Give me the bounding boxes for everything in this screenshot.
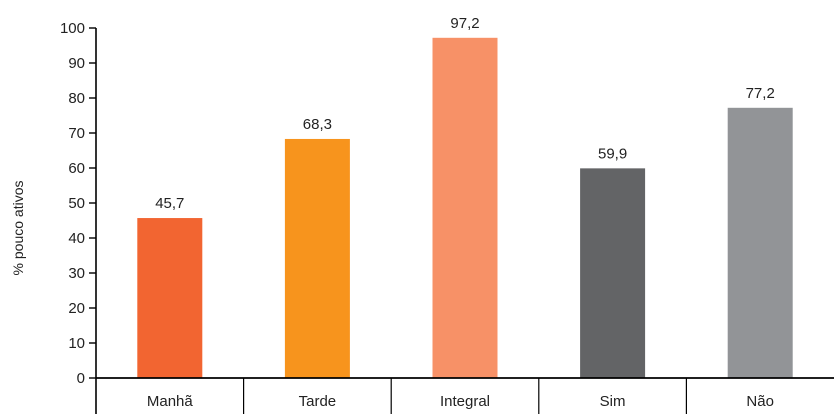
bars: 45,7 68,3 97,2 59,9 77,2 [137, 15, 793, 379]
y-axis: 0 10 20 30 40 50 60 70 80 90 100 [60, 20, 97, 414]
bar [432, 37, 498, 379]
y-tick-label: 60 [68, 160, 85, 177]
y-tick-label: 100 [60, 20, 85, 37]
y-tick-label: 20 [68, 300, 85, 317]
x-axis: Manhã Tarde Integral Sim Não [96, 377, 834, 414]
y-tick-label: 30 [68, 265, 85, 282]
y-tick-label: 80 [68, 90, 85, 107]
data-label: 77,2 [746, 85, 775, 102]
data-label: 68,3 [303, 116, 332, 133]
category-label: Não [746, 393, 774, 410]
y-axis-title: % pouco ativos [10, 181, 26, 276]
bar [727, 107, 793, 379]
y-tick-label: 90 [68, 55, 85, 72]
y-tick-label: 10 [68, 335, 85, 352]
data-label: 97,2 [450, 15, 479, 32]
bar [284, 138, 350, 378]
y-tick-label: 50 [68, 195, 85, 212]
data-label: 59,9 [598, 145, 627, 162]
category-label: Manhã [147, 393, 194, 410]
category-label: Sim [600, 393, 626, 410]
category-label: Tarde [299, 393, 337, 410]
y-tick-label: 40 [68, 230, 85, 247]
y-tick-label: 70 [68, 125, 85, 142]
y-tick-label: 0 [77, 370, 85, 387]
bar [580, 168, 646, 378]
category-label: Integral [440, 393, 490, 410]
bar [137, 218, 203, 378]
data-label: 45,7 [155, 195, 184, 212]
